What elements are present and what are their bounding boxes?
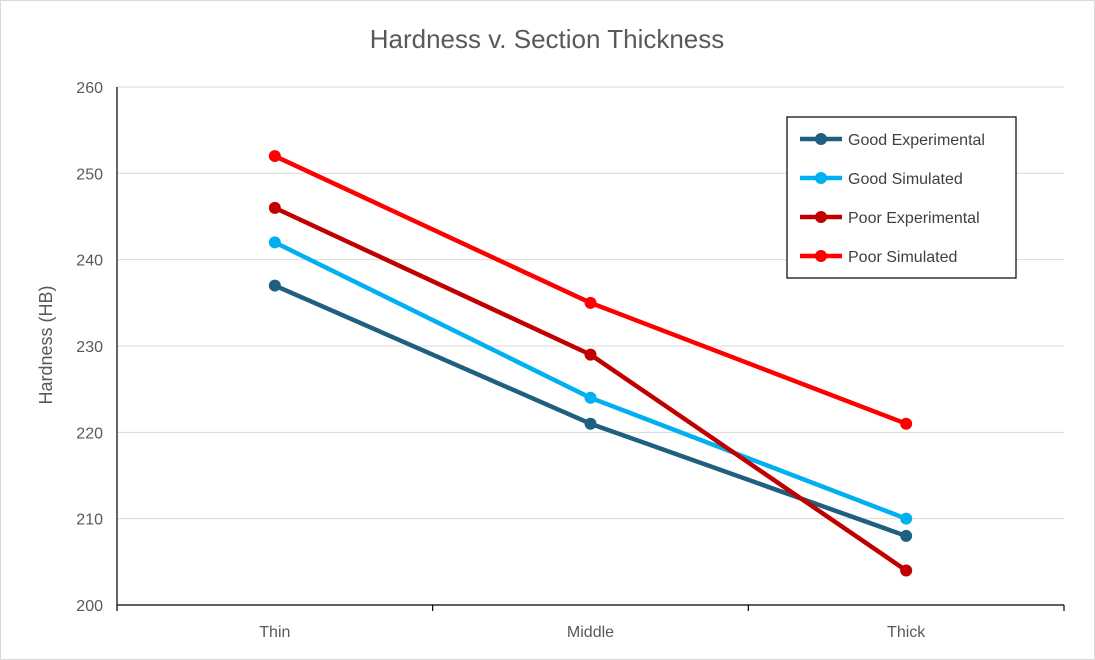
legend-label: Good Experimental [848, 132, 985, 149]
data-point [584, 391, 597, 404]
data-point [268, 236, 281, 249]
series-line-good-experimental [272, 283, 909, 539]
legend-swatch-marker [815, 250, 827, 262]
legend-box [786, 116, 1017, 279]
series-line-good-simulated [272, 240, 909, 521]
data-point [900, 512, 913, 525]
data-point [268, 279, 281, 292]
x-tick-label: Thick [887, 624, 926, 641]
data-point [584, 417, 597, 430]
x-tick-label: Thin [259, 624, 290, 641]
data-point [584, 296, 597, 309]
data-point [900, 564, 913, 577]
x-axis: Thin Middle Thick [116, 87, 1065, 641]
data-point [584, 348, 597, 361]
legend: Good Experimental Good Simulated Poor Expe… [786, 116, 1017, 279]
legend-swatch-marker [815, 172, 827, 184]
chart-title: Hardness v. Section Thickness [370, 24, 725, 54]
y-tick-label: 230 [76, 339, 103, 356]
legend-label: Good Simulated [848, 171, 963, 188]
data-point [268, 150, 281, 163]
legend-label: Poor Experimental [848, 210, 980, 227]
y-tick-label: 240 [76, 253, 103, 270]
y-tick-label: 210 [76, 512, 103, 529]
x-tick-label: Middle [567, 624, 614, 641]
data-point [268, 201, 281, 214]
series-layer [268, 150, 913, 577]
y-tick-label: 260 [76, 80, 103, 97]
y-axis-label: Hardness (HB) [36, 285, 56, 404]
y-tick-label: 220 [76, 425, 103, 442]
legend-swatch-marker [815, 133, 827, 145]
y-tick-label: 250 [76, 166, 103, 183]
data-point [900, 529, 913, 542]
legend-label: Poor Simulated [848, 249, 957, 266]
data-point [900, 417, 913, 430]
y-tick-label: 200 [76, 598, 103, 615]
legend-swatch-marker [815, 211, 827, 223]
y-axis-ticks: 200 210 220 230 240 250 260 [76, 80, 103, 615]
